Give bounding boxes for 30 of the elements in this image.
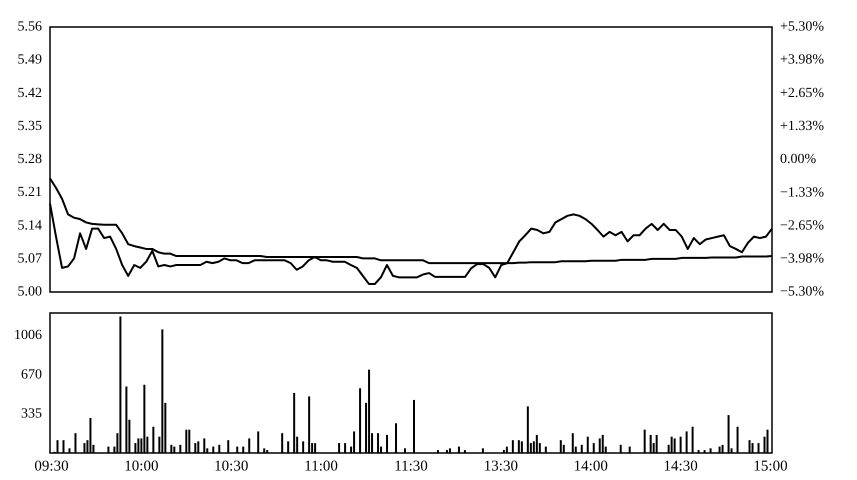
y-tick-label: 5.35 — [18, 118, 42, 134]
y-tick-label: 335 — [21, 406, 42, 422]
y-tick-label: 1006 — [14, 328, 42, 344]
x-tick-label: 10:30 — [214, 458, 248, 474]
y-tick-label: 5.00 — [18, 284, 42, 300]
y2-tick-label: −3.98% — [780, 252, 824, 266]
x-tick-label: 11:00 — [304, 458, 338, 474]
x-tick-label: 14:00 — [574, 458, 608, 474]
x-tick-label: 15:00 — [753, 458, 788, 474]
y2-tick-label: +3.98% — [780, 52, 824, 68]
y2-tick-label: +5.30% — [780, 20, 824, 34]
x-tick-label: 14:30 — [664, 458, 698, 474]
x-tick-label: 09:30 — [34, 458, 69, 474]
y-tick-label: 5.07 — [18, 251, 42, 266]
y-tick-label: 5.28 — [18, 152, 42, 167]
y-tick-label: 5.21 — [18, 185, 42, 200]
y2-tick-label: +1.33% — [780, 118, 824, 134]
x-tick-label: 13:30 — [484, 458, 518, 474]
y2-tick-label: −2.65% — [780, 218, 824, 234]
y2-tick-label: 0.00% — [780, 152, 816, 167]
y2-tick-label: −5.30% — [780, 284, 824, 300]
x-tick-label: 11:30 — [394, 458, 428, 474]
y-tick-label: 5.42 — [18, 86, 42, 101]
y-tick-label: 5.14 — [18, 218, 42, 234]
y-tick-label: 5.49 — [18, 52, 42, 68]
y2-tick-label: −1.33% — [780, 185, 824, 200]
x-tick-label: 10:00 — [124, 458, 158, 474]
y2-tick-label: +2.65% — [780, 86, 824, 101]
y-tick-label: 5.56 — [18, 20, 42, 34]
y-tick-label: 670 — [21, 367, 42, 382]
